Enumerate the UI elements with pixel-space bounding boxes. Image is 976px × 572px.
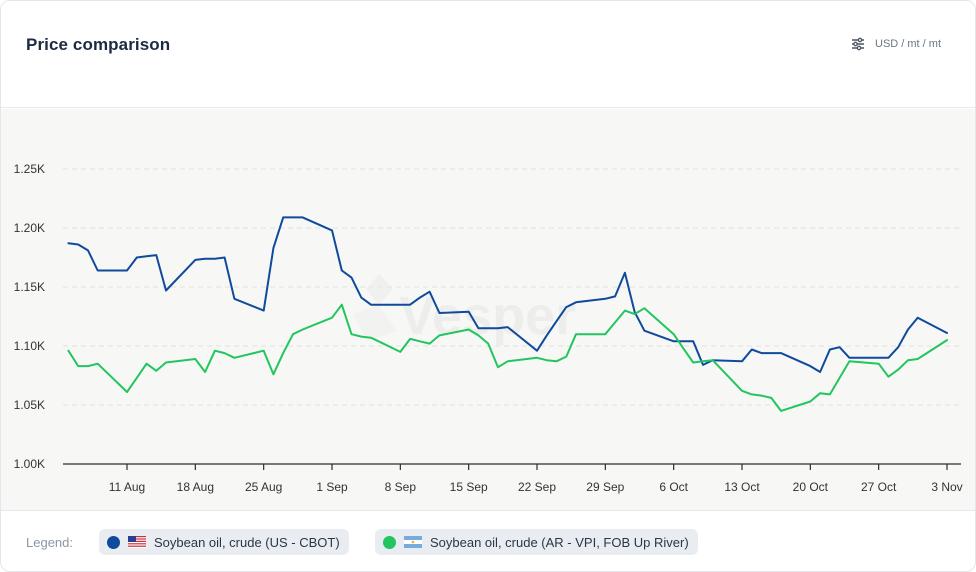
y-tick-label: 1.00K <box>14 457 45 471</box>
legend-label: Legend: <box>26 535 73 550</box>
x-tick-label: 6 Oct <box>659 480 688 494</box>
watermark-logo-icon <box>366 274 393 305</box>
sliders-icon[interactable] <box>851 37 865 51</box>
x-tick-label: 13 Oct <box>724 480 760 494</box>
legend-dot-ar <box>383 535 396 549</box>
x-tick-label: 3 Nov <box>931 480 962 494</box>
unit-label: USD / mt / mt <box>875 38 941 50</box>
us-flag-icon <box>128 536 146 548</box>
legend: Legend: Soybean oil, crude (US - CBOT) <box>1 510 975 571</box>
y-tick-label: 1.15K <box>14 280 45 294</box>
x-tick-label: 15 Sep <box>450 480 488 494</box>
series-line-ar-vpi[interactable] <box>67 303 948 412</box>
x-tick-label: 20 Oct <box>793 480 829 494</box>
legend-text-us: Soybean oil, crude (US - CBOT) <box>154 534 340 550</box>
legend-text-ar: Soybean oil, crude (AR - VPI, FOB Up Riv… <box>430 534 689 550</box>
x-tick-label: 1 Sep <box>316 480 348 494</box>
watermark: Vesper <box>353 274 576 346</box>
legend-item-ar-vpi[interactable]: Soybean oil, crude (AR - VPI, FOB Up Riv… <box>375 529 698 555</box>
grid-lines <box>63 168 961 406</box>
watermark-logo-shape <box>353 305 397 341</box>
y-tick-label: 1.10K <box>14 339 45 353</box>
legend-dot-us <box>107 535 120 549</box>
card-header: Price comparison USD / mt / mt <box>1 1 975 108</box>
ar-flag-icon <box>404 536 422 548</box>
x-tick-label: 27 Oct <box>861 480 897 494</box>
legend-item-us-cbot[interactable]: Soybean oil, crude (US - CBOT) <box>99 529 349 555</box>
x-tick-label: 11 Aug <box>109 480 145 494</box>
price-line-chart: Vesper 1.00K 1.05K 1.10K 1.15K 1.20K 1.25K 11… <box>14 162 963 494</box>
series-line-us-cbot[interactable] <box>67 216 948 373</box>
page-title: Price comparison <box>26 35 171 54</box>
x-tick-label: 25 Aug <box>245 480 282 494</box>
y-tick-label: 1.25K <box>14 162 45 176</box>
x-tick-label: 29 Sep <box>586 480 624 494</box>
x-tick-label: 18 Aug <box>177 480 214 494</box>
unit-selector[interactable]: USD / mt / mt <box>851 37 941 51</box>
chart-area: Vesper 1.00K 1.05K 1.10K 1.15K 1.20K 1.25K 11… <box>1 109 975 510</box>
y-tick-label: 1.20K <box>14 221 45 235</box>
y-axis-labels: 1.00K 1.05K 1.10K 1.15K 1.20K 1.25K <box>14 162 45 471</box>
x-tick-label: 22 Sep <box>518 480 556 494</box>
x-axis-labels: 11 Aug 18 Aug 25 Aug 1 Sep 8 Sep 15 Sep 22 Sep… <box>109 464 963 494</box>
y-tick-label: 1.05K <box>14 398 45 412</box>
x-tick-label: 8 Sep <box>385 480 417 494</box>
series-lines <box>67 216 948 412</box>
